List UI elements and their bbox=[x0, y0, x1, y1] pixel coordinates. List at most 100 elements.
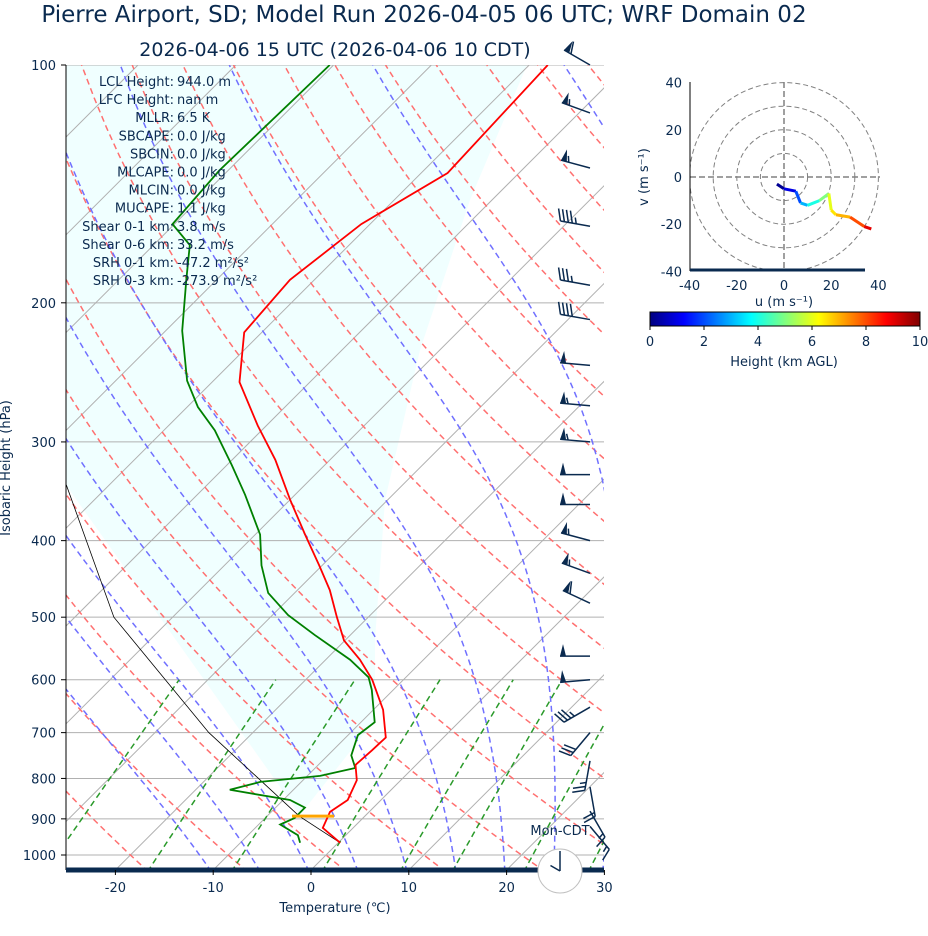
dry-adiabat bbox=[536, 65, 604, 149]
dry-adiabat bbox=[66, 790, 148, 870]
thermo-background-lines bbox=[66, 65, 928, 872]
y-tick-label: 700 bbox=[31, 727, 56, 742]
barb-shaft bbox=[562, 589, 591, 604]
barb-full bbox=[554, 713, 565, 723]
barb-half bbox=[579, 781, 587, 785]
colorbar bbox=[649, 311, 921, 327]
y-tick-label: 400 bbox=[31, 535, 56, 550]
barb-shaft bbox=[560, 678, 591, 684]
clock-icon bbox=[537, 848, 583, 894]
barb-full bbox=[557, 711, 568, 721]
stat-value: 3.8 m/s bbox=[177, 220, 226, 235]
barb-flag bbox=[561, 92, 569, 105]
isotherm bbox=[66, 65, 334, 334]
wind-barb bbox=[561, 92, 591, 114]
wind-barb bbox=[561, 552, 591, 575]
stat-value: 0.0 J/kg bbox=[177, 166, 226, 181]
hodograph-segment bbox=[835, 213, 851, 219]
isotherm bbox=[66, 65, 432, 432]
barb-full bbox=[557, 208, 562, 222]
dry-adiabat bbox=[131, 65, 604, 650]
x-tick-label: 0 bbox=[307, 881, 315, 896]
hodograph-segment bbox=[818, 192, 830, 202]
barb-half bbox=[568, 559, 571, 566]
moist-adiabat bbox=[563, 65, 604, 129]
stat-value: 0.0 J/kg bbox=[177, 184, 226, 199]
stat-label: Shear 0-1 km: bbox=[82, 220, 174, 235]
hodograph-y-tick: 20 bbox=[665, 124, 682, 139]
barb-full bbox=[569, 210, 574, 224]
isotherm bbox=[212, 478, 604, 870]
isotherm bbox=[701, 65, 928, 872]
barb-shaft bbox=[589, 810, 606, 838]
barb-shaft bbox=[561, 562, 591, 575]
barb-half bbox=[568, 99, 571, 106]
profiles bbox=[66, 65, 549, 844]
stat-label: LCL Height: bbox=[99, 75, 174, 90]
stat-value: 33.2 m/s bbox=[177, 238, 234, 253]
stat-label: MLCAPE: bbox=[117, 166, 174, 181]
isotherm bbox=[114, 380, 604, 870]
dry-adiabat bbox=[740, 65, 928, 872]
barb-shaft bbox=[560, 279, 591, 286]
barb-full bbox=[565, 268, 570, 282]
barb-shaft bbox=[560, 532, 591, 542]
stat-value: -273.9 m²/s² bbox=[177, 274, 257, 289]
stat-label: LFC Height: bbox=[99, 93, 174, 108]
wind-barb bbox=[560, 644, 590, 657]
colorbar-tick-label: 2 bbox=[700, 335, 708, 350]
wind-barb bbox=[560, 149, 591, 169]
wind-barb bbox=[562, 580, 591, 604]
hodograph-segment bbox=[794, 190, 802, 204]
y-tick-label: 800 bbox=[31, 772, 56, 787]
mixing-ratio-line bbox=[400, 679, 514, 870]
dry-adiabat bbox=[690, 65, 928, 872]
stat-label: SRH 0-1 km: bbox=[93, 256, 174, 271]
barb-half bbox=[570, 275, 574, 283]
barb-flag bbox=[560, 427, 567, 440]
stat-label: Shear 0-6 km: bbox=[82, 238, 174, 253]
colorbar-tick-label: 10 bbox=[912, 335, 928, 350]
wind-barb bbox=[557, 267, 591, 286]
colorbar-label: Height (km AGL) bbox=[730, 355, 838, 370]
dry-adiabat bbox=[791, 65, 928, 872]
barb-flag bbox=[564, 41, 573, 53]
barb-shaft bbox=[560, 220, 591, 227]
wind-barb bbox=[557, 301, 591, 321]
barb-full bbox=[596, 836, 606, 848]
colorbar-tick-label: 8 bbox=[862, 335, 870, 350]
barb-full bbox=[583, 811, 595, 820]
colorbar-tick-label: 6 bbox=[808, 335, 816, 350]
barb-shaft bbox=[589, 825, 610, 850]
stat-label: MLCIN: bbox=[129, 184, 174, 199]
barb-full bbox=[561, 302, 566, 316]
stat-value: 0.0 J/kg bbox=[177, 129, 226, 144]
barb-shaft bbox=[563, 49, 591, 66]
barb-shaft bbox=[589, 786, 596, 817]
hodograph-segment bbox=[827, 193, 833, 211]
isotherm bbox=[66, 65, 237, 236]
barb-flag bbox=[561, 522, 568, 535]
hodograph-plot bbox=[690, 82, 880, 271]
hodograph-segment bbox=[800, 201, 809, 207]
hodograph-x-tick: -40 bbox=[679, 279, 700, 294]
moist-adiabat bbox=[66, 534, 310, 870]
dewpoint-line bbox=[171, 65, 376, 844]
hodograph-y-tick: 0 bbox=[674, 171, 682, 186]
barb-flag bbox=[562, 580, 571, 594]
barb-full bbox=[558, 750, 571, 757]
skewt-axes: 100 200 300 400 500 600 700 800 900 1000 -20 -10 0 10… bbox=[0, 59, 613, 916]
barb-shaft bbox=[570, 732, 591, 757]
hodograph-segment bbox=[830, 208, 837, 216]
hodograph-segment bbox=[807, 199, 820, 207]
barb-half bbox=[565, 397, 569, 405]
wind-barb bbox=[560, 670, 591, 684]
y-tick-label: 900 bbox=[31, 813, 56, 828]
barb-shaft bbox=[560, 313, 591, 321]
dry-adiabat bbox=[80, 65, 604, 714]
barb-full bbox=[572, 785, 586, 790]
hodograph-segment bbox=[863, 225, 872, 231]
timezone-label: Mon-CDT bbox=[530, 824, 589, 839]
